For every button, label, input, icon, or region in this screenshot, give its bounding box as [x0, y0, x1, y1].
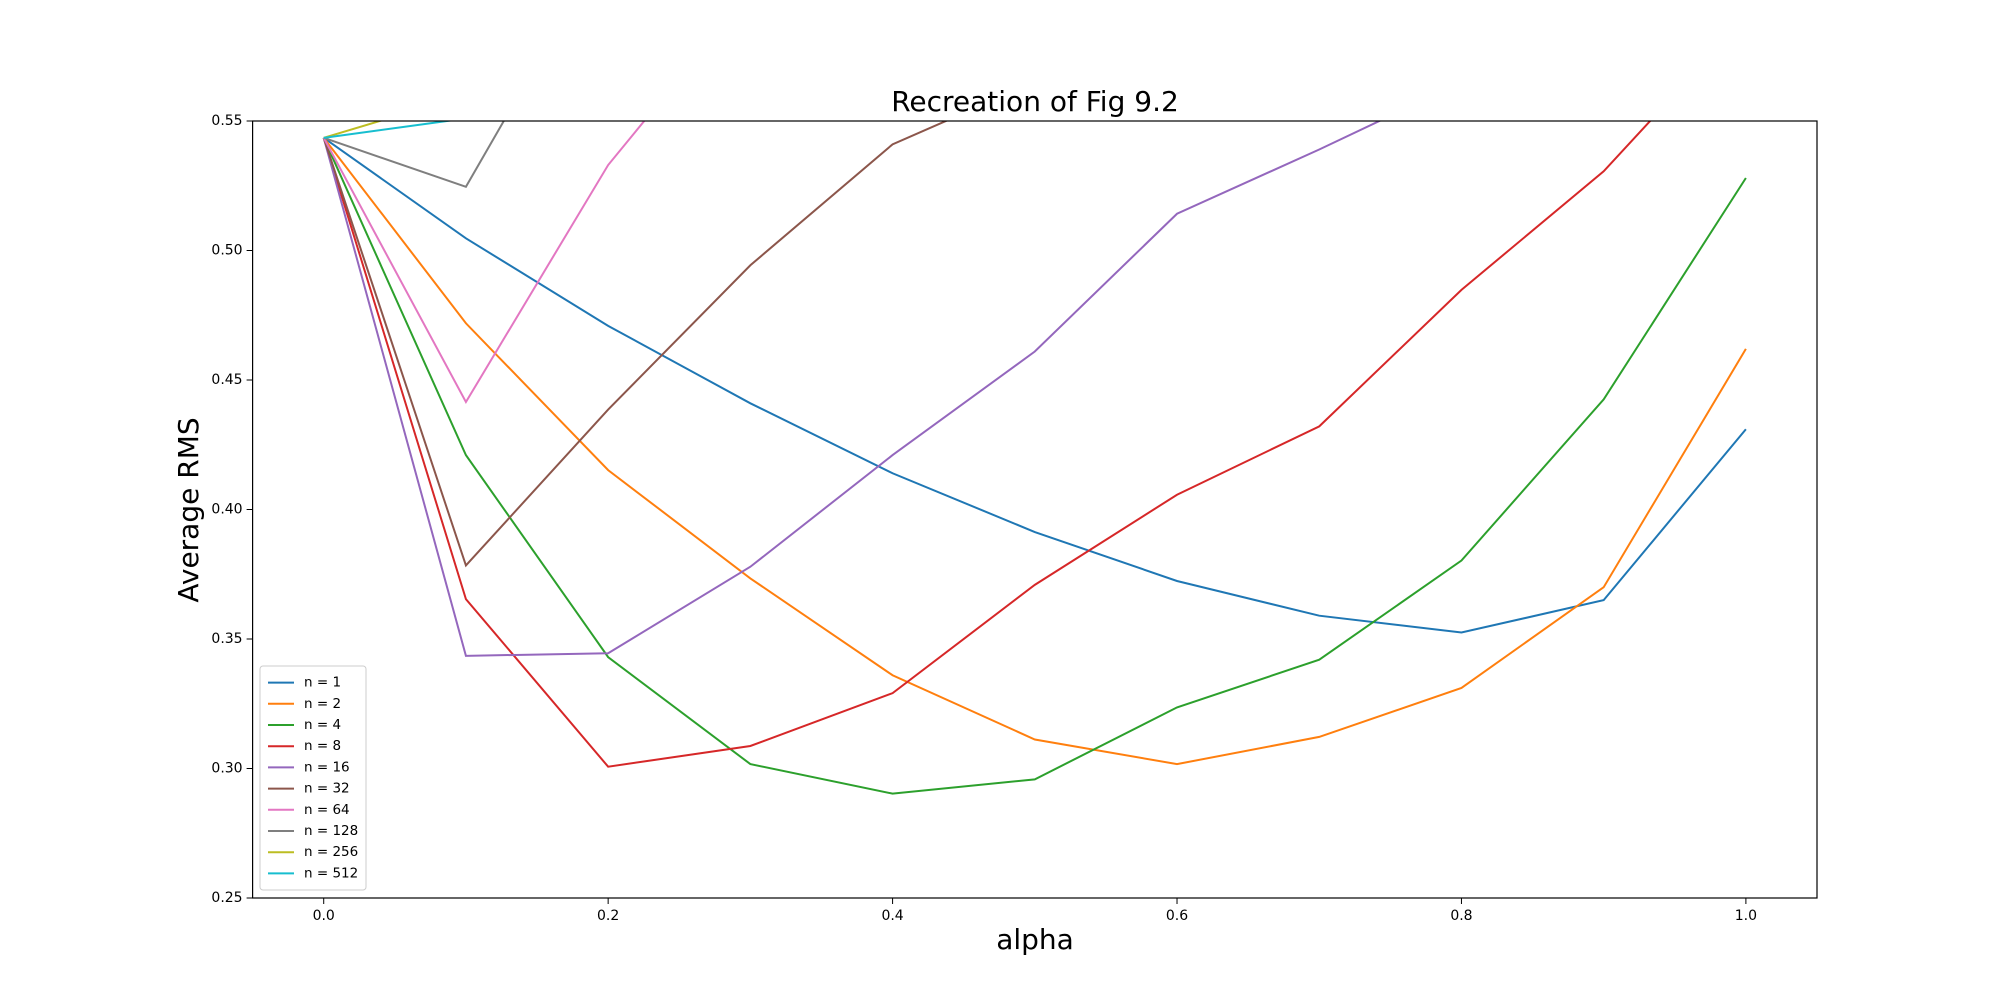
series-line	[322, 121, 646, 405]
series-line	[322, 137, 1747, 795]
legend-label: n = 4	[304, 717, 341, 733]
chart-title: Recreation of Fig 9.2	[891, 85, 1179, 118]
x-axis-label: alpha	[996, 923, 1074, 956]
legend-label: n = 128	[304, 823, 358, 839]
legend-box	[259, 665, 367, 891]
series-line	[322, 137, 1747, 766]
x-tick-label: 0.4	[881, 908, 903, 924]
y-tick-label: 0.30	[211, 761, 242, 777]
legend-label: n = 2	[304, 696, 341, 712]
legend-label: n = 256	[304, 844, 358, 860]
x-tick-label: 0.2	[597, 908, 619, 924]
y-tick-label: 0.40	[211, 502, 242, 518]
x-tick-label: 0.6	[1166, 908, 1188, 924]
y-tick-label: 0.50	[211, 243, 242, 259]
x-tick-label: 0.0	[313, 908, 335, 924]
legend: n = 1 n = 2 n = 4 n = 8 n = 16 n = 32 n = 64 n …	[259, 665, 367, 891]
legend-label: n = 16	[304, 759, 350, 775]
plot-frame	[252, 120, 1818, 899]
x-tick-label: 1.0	[1735, 908, 1757, 924]
legend-label: n = 64	[304, 802, 350, 818]
legend-label: n = 512	[304, 865, 358, 881]
y-tick-label: 0.45	[211, 372, 242, 388]
y-tick-label: 0.35	[211, 631, 242, 647]
legend-label: n = 32	[304, 781, 350, 797]
y-axis-label: Average RMS	[172, 417, 205, 602]
legend-label: n = 8	[304, 738, 341, 754]
series-line	[322, 121, 1652, 768]
legend-label: n = 1	[304, 675, 341, 691]
y-tick-label: 0.25	[211, 890, 242, 906]
series-line	[323, 137, 1747, 634]
series-line	[322, 121, 1382, 657]
plot-area	[322, 121, 1747, 795]
x-tick-label: 0.8	[1450, 908, 1472, 924]
series-line	[322, 121, 949, 568]
y-tick-label: 0.55	[211, 113, 242, 129]
